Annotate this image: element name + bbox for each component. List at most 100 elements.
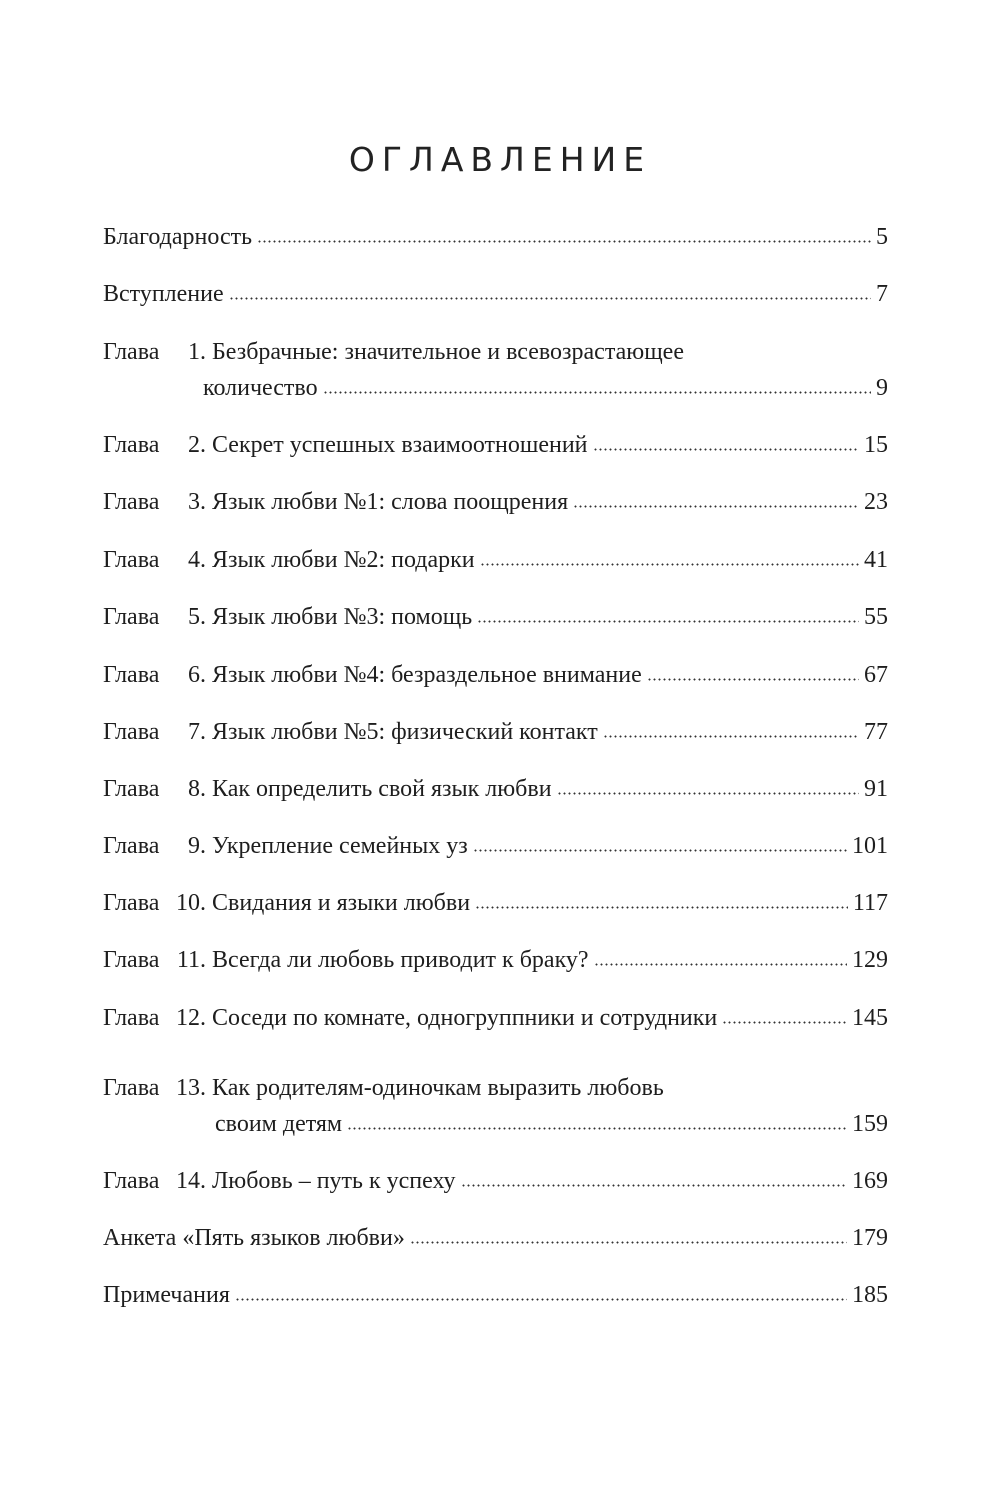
- toc-line: Глава 12. Соседи по комнате, одногруппники…: [103, 1000, 888, 1036]
- dot-leader: [646, 678, 859, 681]
- page-number: 15: [864, 432, 888, 458]
- chapter-number: 5.: [188, 604, 206, 630]
- page-number: 185: [852, 1282, 888, 1308]
- toc-entry: Глава 5. Язык любви №3: помощь 55: [103, 599, 888, 635]
- toc-line: Примечания 185: [103, 1277, 888, 1313]
- dot-leader: [228, 297, 871, 300]
- page-title: ОГЛАВЛЕНИЕ: [348, 140, 652, 179]
- chapter-label: Глава: [103, 339, 160, 365]
- entry-title: Примечания: [103, 1282, 230, 1308]
- entry-title: Вступление: [103, 281, 224, 307]
- chapter-number: 8.: [188, 776, 206, 802]
- dot-leader: [593, 963, 847, 966]
- entry-title: Язык любви №5: физический контакт: [212, 719, 598, 745]
- page-number: 159: [852, 1111, 888, 1137]
- entry-title: Анкета «Пять языков любви»: [103, 1225, 405, 1251]
- toc-line: Глава 8. Как определить свой язык любви 91: [103, 771, 888, 807]
- chapter-number: 12.: [176, 1005, 206, 1031]
- dot-leader: [409, 1241, 847, 1244]
- toc-entry: Вступление 7: [103, 276, 888, 312]
- toc-line: Глава 3. Язык любви №1: слова поощрения 23: [103, 484, 888, 520]
- chapter-label: Глава: [103, 719, 160, 745]
- toc-line: Глава 13. Как родителям-одиночкам выразить…: [103, 1070, 888, 1106]
- chapter-label: Глава: [103, 432, 160, 458]
- toc-entry: Глава 1. Безбрачные: значительное и всевоз…: [103, 334, 888, 406]
- toc-entry: Благодарность 5: [103, 219, 888, 255]
- toc-line: Глава 7. Язык любви №5: физический контакт…: [103, 714, 888, 750]
- toc-line: Глава 1. Безбрачные: значительное и всевоз…: [103, 334, 888, 370]
- chapter-label: Глава: [103, 890, 160, 916]
- page-number: 169: [852, 1168, 888, 1194]
- entry-title: Укрепление семейных уз: [212, 833, 468, 859]
- toc-line: Глава 2. Секрет успешных взаимоотношений 15: [103, 427, 888, 463]
- page-number: 5: [876, 224, 888, 250]
- page-number: 179: [852, 1225, 888, 1251]
- page-number: 77: [864, 719, 888, 745]
- chapter-label: Глава: [103, 1168, 160, 1194]
- dot-leader: [322, 391, 871, 394]
- chapter-label: Глава: [103, 604, 160, 630]
- dot-leader: [592, 448, 859, 451]
- toc-line: Глава 4. Язык любви №2: подарки 41: [103, 542, 888, 578]
- chapter-label: Глава: [103, 947, 160, 973]
- entry-title: Язык любви №3: помощь: [212, 604, 473, 630]
- entry-title: Безбрачные: значительное и всевозрастающ…: [212, 339, 684, 365]
- page-number: 9: [876, 375, 888, 401]
- chapter-number: 13.: [176, 1075, 206, 1101]
- dot-leader: [477, 620, 859, 623]
- toc-entry: Глава 10. Свидания и языки любви 117: [103, 885, 888, 921]
- dot-leader: [472, 849, 847, 852]
- entry-title: Соседи по комнате, одногруппники и сотру…: [212, 1005, 718, 1031]
- toc-line: Глава 5. Язык любви №3: помощь 55: [103, 599, 888, 635]
- chapter-number: 6.: [188, 662, 206, 688]
- toc-line: Вступление 7: [103, 276, 888, 312]
- chapter-number: 10.: [176, 890, 206, 916]
- chapter-label: Глава: [103, 1075, 160, 1101]
- chapter-number: 11.: [176, 947, 206, 973]
- toc-entry: Глава 8. Как определить свой язык любви 91: [103, 771, 888, 807]
- toc-line: Благодарность 5: [103, 219, 888, 255]
- chapter-label: Глава: [103, 662, 160, 688]
- dot-leader: [234, 1298, 847, 1301]
- page-number: 145: [852, 1005, 888, 1031]
- dot-leader: [475, 906, 848, 909]
- chapter-label: Глава: [103, 547, 160, 573]
- page-number: 41: [864, 547, 888, 573]
- entry-title-continuation: своим детям: [215, 1111, 343, 1137]
- dot-leader: [347, 1127, 847, 1130]
- toc-entry: Глава 4. Язык любви №2: подарки 41: [103, 542, 888, 578]
- toc-line: Глава 9. Укрепление семейных уз 101: [103, 828, 888, 864]
- entry-title: Секрет успешных взаимоотношений: [212, 432, 588, 458]
- chapter-number: 3.: [188, 489, 206, 515]
- chapter-number: 4.: [188, 547, 206, 573]
- toc-entry: Глава 6. Язык любви №4: безраздельное вним…: [103, 657, 888, 693]
- entry-title: Благодарность: [103, 224, 253, 250]
- entry-title: Любовь – путь к успеху: [212, 1168, 456, 1194]
- chapter-label: Глава: [103, 833, 160, 859]
- page-number: 91: [864, 776, 888, 802]
- chapter-number: 14.: [176, 1168, 206, 1194]
- page-number: 101: [852, 833, 888, 859]
- toc-entry: Глава 7. Язык любви №5: физический контакт…: [103, 714, 888, 750]
- toc-entry: Глава 12. Соседи по комнате, одногруппники…: [103, 1000, 888, 1036]
- toc-entry: Анкета «Пять языков любви» 179: [103, 1220, 888, 1256]
- entry-title: Свидания и языки любви: [212, 890, 471, 916]
- toc-entry: Примечания 185: [103, 1277, 888, 1313]
- chapter-label: Глава: [103, 776, 160, 802]
- page-number: 129: [852, 947, 888, 973]
- entry-title: Как определить свой язык любви: [212, 776, 552, 802]
- toc-entry: Глава 9. Укрепление семейных уз 101: [103, 828, 888, 864]
- page-number: 117: [852, 890, 888, 916]
- toc-entry: Глава 13. Как родителям-одиночкам выразить…: [103, 1070, 888, 1142]
- toc-entry: Глава 2. Секрет успешных взаимоотношений 15: [103, 427, 888, 463]
- chapter-number: 9.: [188, 833, 206, 859]
- entry-title: Язык любви №1: слова поощрения: [212, 489, 569, 515]
- toc-line-continuation: количество 9: [103, 370, 888, 406]
- entry-title-continuation: количество: [203, 375, 318, 401]
- entry-title: Всегда ли любовь приводит к браку?: [212, 947, 589, 973]
- chapter-number: 1.: [188, 339, 206, 365]
- chapter-label: Глава: [103, 1005, 160, 1031]
- toc-entry: Глава 14. Любовь – путь к успеху 169: [103, 1163, 888, 1199]
- dot-leader: [556, 792, 859, 795]
- toc-line-continuation: своим детям 159: [103, 1106, 888, 1142]
